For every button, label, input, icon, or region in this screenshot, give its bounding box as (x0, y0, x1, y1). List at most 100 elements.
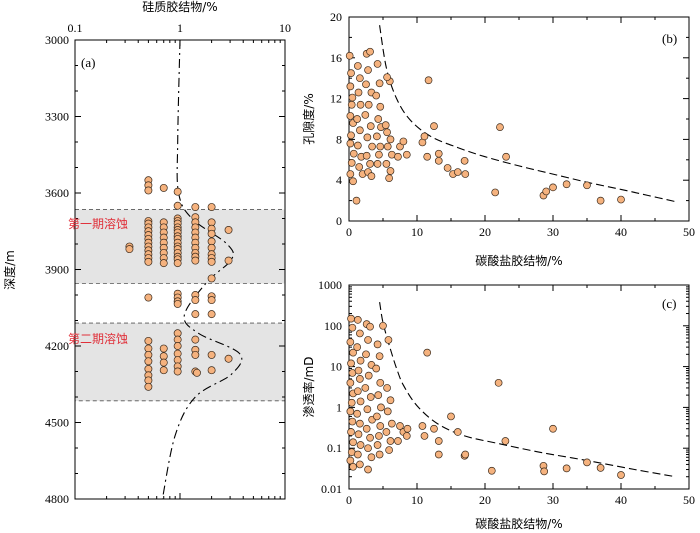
a-x-axis-title: 硅质胶结物/% (142, 0, 217, 14)
c-data-point (383, 384, 391, 392)
b-data-point (376, 102, 385, 111)
a-data-point (159, 358, 168, 367)
b-data-point (373, 60, 382, 68)
b-data-point (583, 181, 591, 190)
c-data-point (386, 437, 395, 445)
c-data-point (354, 366, 363, 375)
c-data-point (353, 387, 362, 396)
c-data-point (394, 437, 402, 445)
a-data-point (144, 186, 153, 195)
c-data-point (347, 398, 356, 407)
a-y-axis-title: 深度/m (2, 250, 17, 290)
c-data-point (423, 348, 432, 357)
c-data-point (373, 412, 381, 421)
c-data-point (487, 466, 496, 475)
b-x-tick-label: 0 (346, 225, 352, 239)
c-x-tick-label: 40 (615, 493, 627, 507)
c-data-point (353, 343, 362, 351)
b-data-point (356, 126, 364, 135)
c-data-point (362, 350, 370, 359)
a-data-point (144, 357, 153, 366)
a-data-point (173, 187, 182, 196)
b-y-axis-title: 孔隙度/% (301, 93, 316, 144)
c-data-point (364, 465, 372, 474)
b-data-point (372, 91, 381, 100)
c-data-point (346, 338, 355, 346)
c-data-point (430, 424, 438, 433)
b-x-tick-label: 20 (479, 225, 491, 239)
c-x-tick-label: 30 (547, 493, 559, 507)
b-data-point (355, 163, 364, 171)
c-data-point (540, 467, 549, 476)
b-data-point (362, 151, 371, 160)
a-data-point (207, 310, 216, 319)
c-tick-group: 0 10 20 30 40 50 0.01 0.1 1 10 100 1000 (318, 278, 695, 507)
c-data-point (366, 433, 374, 442)
c-data-point (364, 371, 373, 380)
a-data-point (207, 274, 216, 283)
c-data-point (374, 391, 383, 399)
b-y-tick-label: 8 (336, 132, 342, 146)
a-y-tick-label: 4500 (45, 416, 69, 430)
c-data-point (377, 403, 385, 412)
c-data-point (434, 437, 443, 445)
b-data-point (353, 141, 362, 150)
c-data-point (353, 315, 362, 324)
a-data-point (191, 310, 200, 319)
a-panel-label: (a) (81, 55, 95, 70)
b-data-point (399, 137, 408, 146)
c-trend-curve (379, 302, 676, 478)
a-x-tick-label: 10 (279, 21, 291, 35)
a-data-point (207, 350, 216, 359)
b-data-point (434, 149, 443, 158)
c-data-point (348, 323, 357, 332)
b-data-point (562, 180, 571, 189)
b-panel-label: (b) (662, 31, 677, 46)
b-data-point (347, 159, 356, 167)
b-data-point (376, 142, 385, 151)
c-data-point (583, 458, 591, 467)
b-x-tick-label: 10 (411, 225, 423, 239)
a-data-point (159, 259, 168, 268)
a-y-tick-label: 3600 (45, 186, 69, 200)
c-data-point (373, 340, 382, 349)
b-data-point (491, 188, 500, 197)
b-data-point (383, 73, 391, 82)
b-trend-curve (379, 25, 676, 203)
b-data-point (375, 150, 383, 159)
b-data-point (353, 115, 362, 123)
b-data-point (356, 100, 365, 109)
b-data-point (345, 51, 354, 60)
b-data-point (453, 168, 462, 176)
b-data-point (382, 160, 391, 168)
c-data-point (349, 438, 357, 447)
b-data-point (361, 111, 370, 119)
b-data-point (460, 156, 469, 165)
c-data-point (376, 422, 385, 430)
b-data-point (349, 149, 358, 158)
c-data-point (447, 412, 455, 421)
a-data-point (191, 350, 200, 359)
c-data-point (376, 378, 385, 387)
b-x-tick-label: 50 (683, 225, 695, 239)
c-data-point (356, 460, 364, 469)
a-data-point (191, 256, 200, 265)
c-data-point (383, 407, 392, 416)
b-y-tick-label: 4 (336, 173, 342, 187)
b-data-point (346, 112, 355, 120)
b-data-point (347, 100, 356, 109)
a-tick-group: 0.1 1 10 3000 3300 3600 3900 4200 4500 4800 (45, 21, 291, 506)
b-data-point (386, 167, 395, 175)
a-data-point (173, 299, 182, 308)
a-y-tick-label: 3000 (45, 33, 69, 47)
b-data-point (348, 93, 357, 102)
b-data-point (367, 172, 376, 180)
c-data-point (347, 428, 355, 436)
a-data-point (144, 293, 153, 302)
a-data-point (173, 367, 182, 376)
c-data-point (346, 407, 355, 416)
c-x-tick-label: 0 (346, 493, 352, 507)
zone-label-first: 第一期溶蚀 (68, 216, 128, 231)
a-data-point (125, 245, 134, 254)
b-data-point (549, 183, 557, 192)
